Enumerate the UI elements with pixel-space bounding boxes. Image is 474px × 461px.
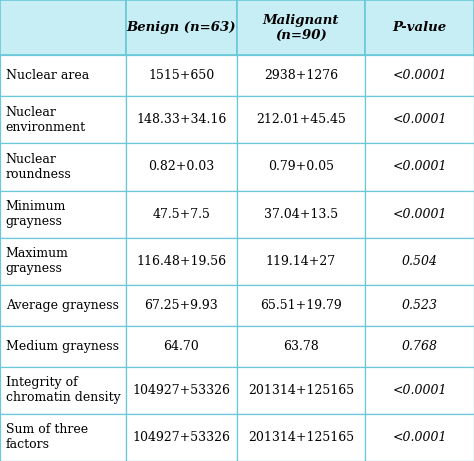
- Text: Benign (n=63): Benign (n=63): [127, 21, 236, 34]
- Text: Average grayness: Average grayness: [6, 299, 118, 312]
- Bar: [0, 285, 126, 326]
- Bar: [0, 366, 126, 414]
- Text: 37.04+13.5: 37.04+13.5: [264, 207, 338, 221]
- Bar: [365, 366, 474, 414]
- Text: Sum of three
factors: Sum of three factors: [6, 423, 88, 451]
- Bar: [365, 238, 474, 285]
- Bar: [365, 414, 474, 461]
- Bar: [237, 366, 365, 414]
- Bar: [0, 238, 126, 285]
- Bar: [126, 366, 237, 414]
- Text: 0.79+0.05: 0.79+0.05: [268, 160, 334, 173]
- Text: 64.70: 64.70: [164, 340, 199, 353]
- Bar: [126, 96, 237, 143]
- Text: 119.14+27: 119.14+27: [266, 255, 336, 268]
- Text: 0.523: 0.523: [401, 299, 438, 312]
- Bar: [365, 285, 474, 326]
- Bar: [237, 96, 365, 143]
- Text: <0.0001: <0.0001: [392, 69, 447, 83]
- Text: 1515+650: 1515+650: [148, 69, 214, 83]
- Bar: [0, 326, 126, 366]
- Bar: [0, 190, 126, 238]
- Text: Maximum
grayness: Maximum grayness: [6, 247, 69, 275]
- Bar: [126, 190, 237, 238]
- Bar: [126, 238, 237, 285]
- Bar: [0, 143, 126, 190]
- Text: Medium grayness: Medium grayness: [6, 340, 118, 353]
- Text: 201314+125165: 201314+125165: [248, 431, 354, 444]
- Bar: [237, 238, 365, 285]
- Bar: [237, 414, 365, 461]
- Bar: [237, 55, 365, 96]
- Bar: [126, 285, 237, 326]
- Bar: [237, 0, 365, 55]
- Bar: [0, 55, 126, 96]
- Bar: [237, 190, 365, 238]
- Text: 0.768: 0.768: [401, 340, 438, 353]
- Bar: [0, 0, 126, 55]
- Text: Minimum
grayness: Minimum grayness: [6, 200, 66, 228]
- Text: <0.0001: <0.0001: [392, 160, 447, 173]
- Bar: [0, 96, 126, 143]
- Text: 63.78: 63.78: [283, 340, 319, 353]
- Bar: [126, 414, 237, 461]
- Text: <0.0001: <0.0001: [392, 113, 447, 126]
- Text: <0.0001: <0.0001: [392, 431, 447, 444]
- Text: 104927+53326: 104927+53326: [132, 384, 230, 397]
- Text: Nuclear area: Nuclear area: [6, 69, 89, 83]
- Bar: [237, 285, 365, 326]
- Bar: [126, 0, 237, 55]
- Bar: [237, 326, 365, 366]
- Text: <0.0001: <0.0001: [392, 384, 447, 397]
- Text: 65.51+19.79: 65.51+19.79: [260, 299, 342, 312]
- Text: Integrity of
chromatin density: Integrity of chromatin density: [6, 376, 120, 404]
- Text: Malignant
(n=90): Malignant (n=90): [263, 14, 339, 41]
- Text: 0.504: 0.504: [401, 255, 438, 268]
- Text: 116.48+19.56: 116.48+19.56: [136, 255, 227, 268]
- Text: 212.01+45.45: 212.01+45.45: [256, 113, 346, 126]
- Bar: [126, 326, 237, 366]
- Text: 47.5+7.5: 47.5+7.5: [152, 207, 210, 221]
- Bar: [365, 143, 474, 190]
- Text: <0.0001: <0.0001: [392, 207, 447, 221]
- Text: Nuclear
environment: Nuclear environment: [6, 106, 86, 134]
- Text: 201314+125165: 201314+125165: [248, 384, 354, 397]
- Bar: [365, 190, 474, 238]
- Text: 148.33+34.16: 148.33+34.16: [136, 113, 227, 126]
- Text: Nuclear
roundness: Nuclear roundness: [6, 153, 72, 181]
- Text: 67.25+9.93: 67.25+9.93: [145, 299, 218, 312]
- Bar: [0, 414, 126, 461]
- Bar: [237, 143, 365, 190]
- Bar: [126, 143, 237, 190]
- Bar: [365, 326, 474, 366]
- Bar: [126, 55, 237, 96]
- Text: 2938+1276: 2938+1276: [264, 69, 338, 83]
- Text: 0.82+0.03: 0.82+0.03: [148, 160, 214, 173]
- Text: 104927+53326: 104927+53326: [132, 431, 230, 444]
- Bar: [365, 0, 474, 55]
- Bar: [365, 96, 474, 143]
- Text: P-value: P-value: [392, 21, 447, 34]
- Bar: [365, 55, 474, 96]
